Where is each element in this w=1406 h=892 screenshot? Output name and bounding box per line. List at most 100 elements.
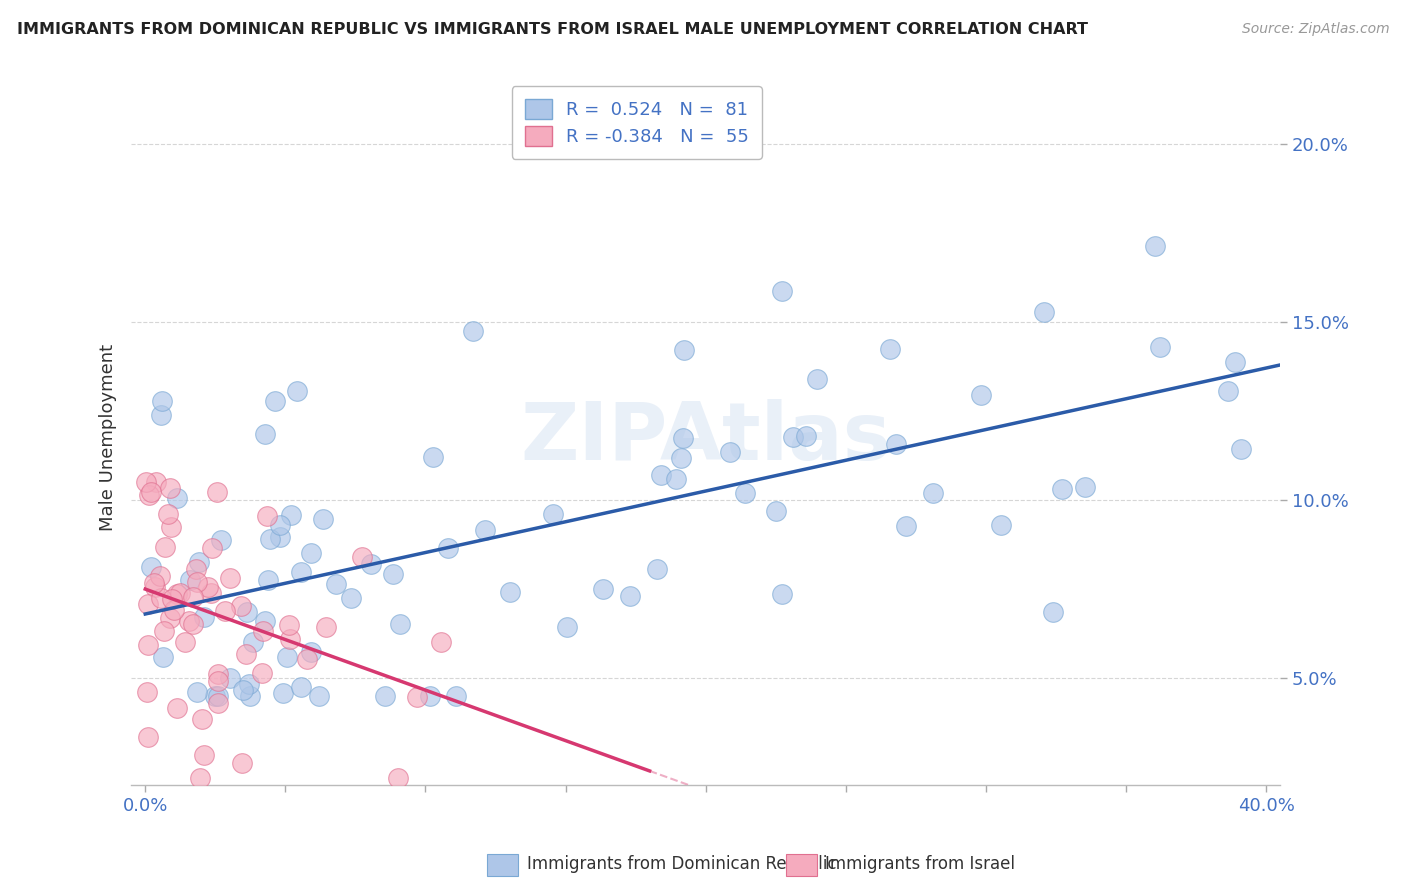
Point (879, 342, 901, 356)
Point (290, 565, 312, 579)
Point (207, 689, 229, 703)
Point (209, 533, 232, 547)
Point (278, 632, 301, 646)
Point (290, 680, 312, 694)
Point (474, 524, 496, 538)
Point (1223, 355, 1246, 369)
Point (253, 614, 276, 628)
Point (271, 686, 294, 700)
Point (256, 508, 278, 523)
Point (499, 585, 522, 599)
Point (672, 430, 695, 444)
Point (647, 562, 669, 576)
Point (166, 491, 188, 505)
Point (665, 473, 688, 487)
Point (193, 610, 215, 624)
Point (285, 384, 308, 398)
Point (352, 549, 374, 564)
Text: Immigrants from Dominican Republic: Immigrants from Dominican Republic (527, 855, 837, 873)
Point (169, 586, 191, 600)
Point (159, 481, 181, 495)
Point (921, 486, 943, 500)
Point (177, 614, 200, 628)
Point (200, 586, 222, 600)
Point (969, 387, 991, 401)
Point (160, 520, 183, 534)
Point (166, 701, 188, 715)
Point (263, 393, 285, 408)
Point (419, 689, 441, 703)
Point (782, 429, 804, 443)
Point (299, 645, 322, 659)
Text: IMMIGRANTS FROM DOMINICAN REPUBLIC VS IMMIGRANTS FROM ISRAEL MALE UNEMPLOYMENT C: IMMIGRANTS FROM DOMINICAN REPUBLIC VS IM… (17, 22, 1088, 37)
Point (794, 429, 817, 443)
Point (138, 488, 160, 502)
Point (315, 620, 337, 634)
Point (894, 519, 917, 533)
Point (592, 582, 614, 597)
Point (770, 284, 793, 298)
Legend: R =  0.524   N =  81, R = -0.384   N =  55: R = 0.524 N = 81, R = -0.384 N = 55 (512, 87, 762, 159)
Point (541, 508, 564, 522)
Point (155, 540, 177, 554)
Point (163, 603, 186, 617)
Point (242, 635, 264, 649)
Point (238, 677, 260, 691)
Point (1149, 339, 1171, 353)
Point (252, 624, 274, 639)
Point (671, 450, 693, 465)
Point (886, 436, 908, 450)
Point (181, 590, 204, 604)
Point (269, 518, 291, 533)
Point (252, 666, 274, 681)
Point (308, 689, 330, 703)
Point (239, 689, 262, 703)
Point (142, 575, 165, 590)
Text: Immigrants from Israel: Immigrants from Israel (825, 855, 1015, 873)
Point (1032, 305, 1054, 319)
Point (718, 445, 741, 459)
Point (1216, 384, 1239, 398)
Point (340, 591, 363, 605)
Point (186, 575, 208, 590)
Point (382, 566, 405, 581)
Point (160, 592, 183, 607)
Point (181, 616, 204, 631)
Point (197, 580, 219, 594)
Point (191, 712, 214, 726)
Point (149, 569, 172, 583)
Point (231, 599, 253, 614)
Point (734, 486, 756, 500)
Y-axis label: Male Unemployment: Male Unemployment (100, 344, 117, 532)
Text: Source: ZipAtlas.com: Source: ZipAtlas.com (1241, 22, 1389, 37)
Point (276, 650, 298, 665)
Point (650, 467, 672, 482)
Point (166, 587, 188, 601)
Point (235, 647, 257, 661)
Point (259, 532, 281, 546)
Point (193, 748, 215, 763)
Point (437, 541, 460, 556)
Point (325, 577, 347, 591)
Point (257, 573, 280, 587)
Point (231, 756, 253, 770)
Point (218, 671, 240, 685)
Point (280, 508, 302, 522)
Point (179, 573, 201, 587)
Point (405, 690, 427, 705)
Point (143, 580, 166, 594)
Point (765, 504, 787, 518)
Point (145, 475, 167, 490)
Point (136, 598, 159, 612)
Point (184, 562, 207, 576)
Point (152, 624, 174, 638)
Point (312, 512, 335, 526)
Point (159, 611, 181, 625)
Point (374, 689, 396, 703)
Point (806, 372, 828, 386)
Point (136, 638, 159, 652)
Point (990, 517, 1012, 532)
Point (1052, 482, 1074, 496)
Point (236, 605, 259, 619)
Point (269, 530, 291, 544)
